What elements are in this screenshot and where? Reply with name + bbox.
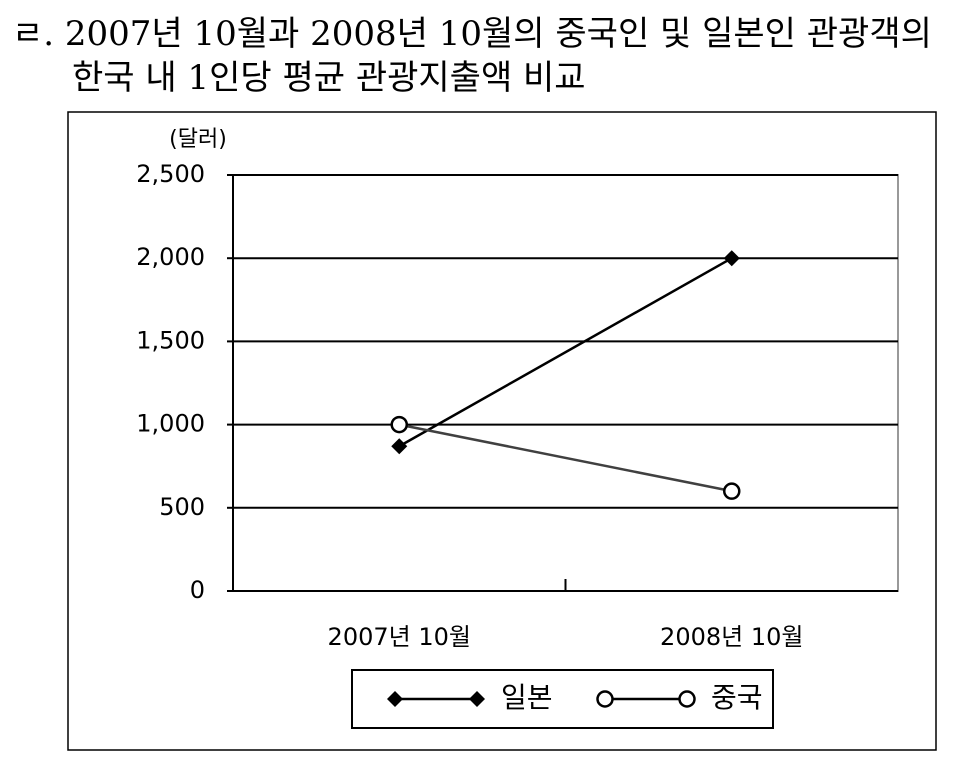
legend-label: 일본 xyxy=(501,681,553,714)
chart-title: 한국 내 1인당 평균 관광지출액 비교 xyxy=(72,58,586,98)
data-point xyxy=(723,250,740,267)
legend-marker xyxy=(596,690,614,708)
x-tick-label: 2008년 10월 xyxy=(660,623,803,651)
y-tick-label: 500 xyxy=(159,493,205,521)
legend-label: 중국 xyxy=(711,681,763,714)
legend-marker xyxy=(678,690,696,708)
x-tick-label: 2007년 10월 xyxy=(328,623,471,651)
data-point xyxy=(390,415,408,434)
y-tick-label: 1,500 xyxy=(136,326,205,354)
series-line xyxy=(399,423,732,493)
data-point xyxy=(391,438,408,455)
y-axis-label: (달러) xyxy=(169,127,227,152)
legend-marker xyxy=(469,691,485,707)
chart-frame xyxy=(67,111,937,751)
y-tick-label: 2,000 xyxy=(136,243,205,271)
legend-marker xyxy=(387,691,403,707)
plot-area xyxy=(232,174,899,592)
y-tick-label: 1,000 xyxy=(136,410,205,438)
chart-title: ㄹ. 2007년 10월과 2008년 10월의 중국인 및 일본인 관광객의 xyxy=(12,14,932,54)
y-tick-label: 0 xyxy=(190,576,205,604)
y-tick-label: 2,500 xyxy=(136,160,205,188)
data-point xyxy=(723,482,741,500)
series-line xyxy=(398,257,733,448)
